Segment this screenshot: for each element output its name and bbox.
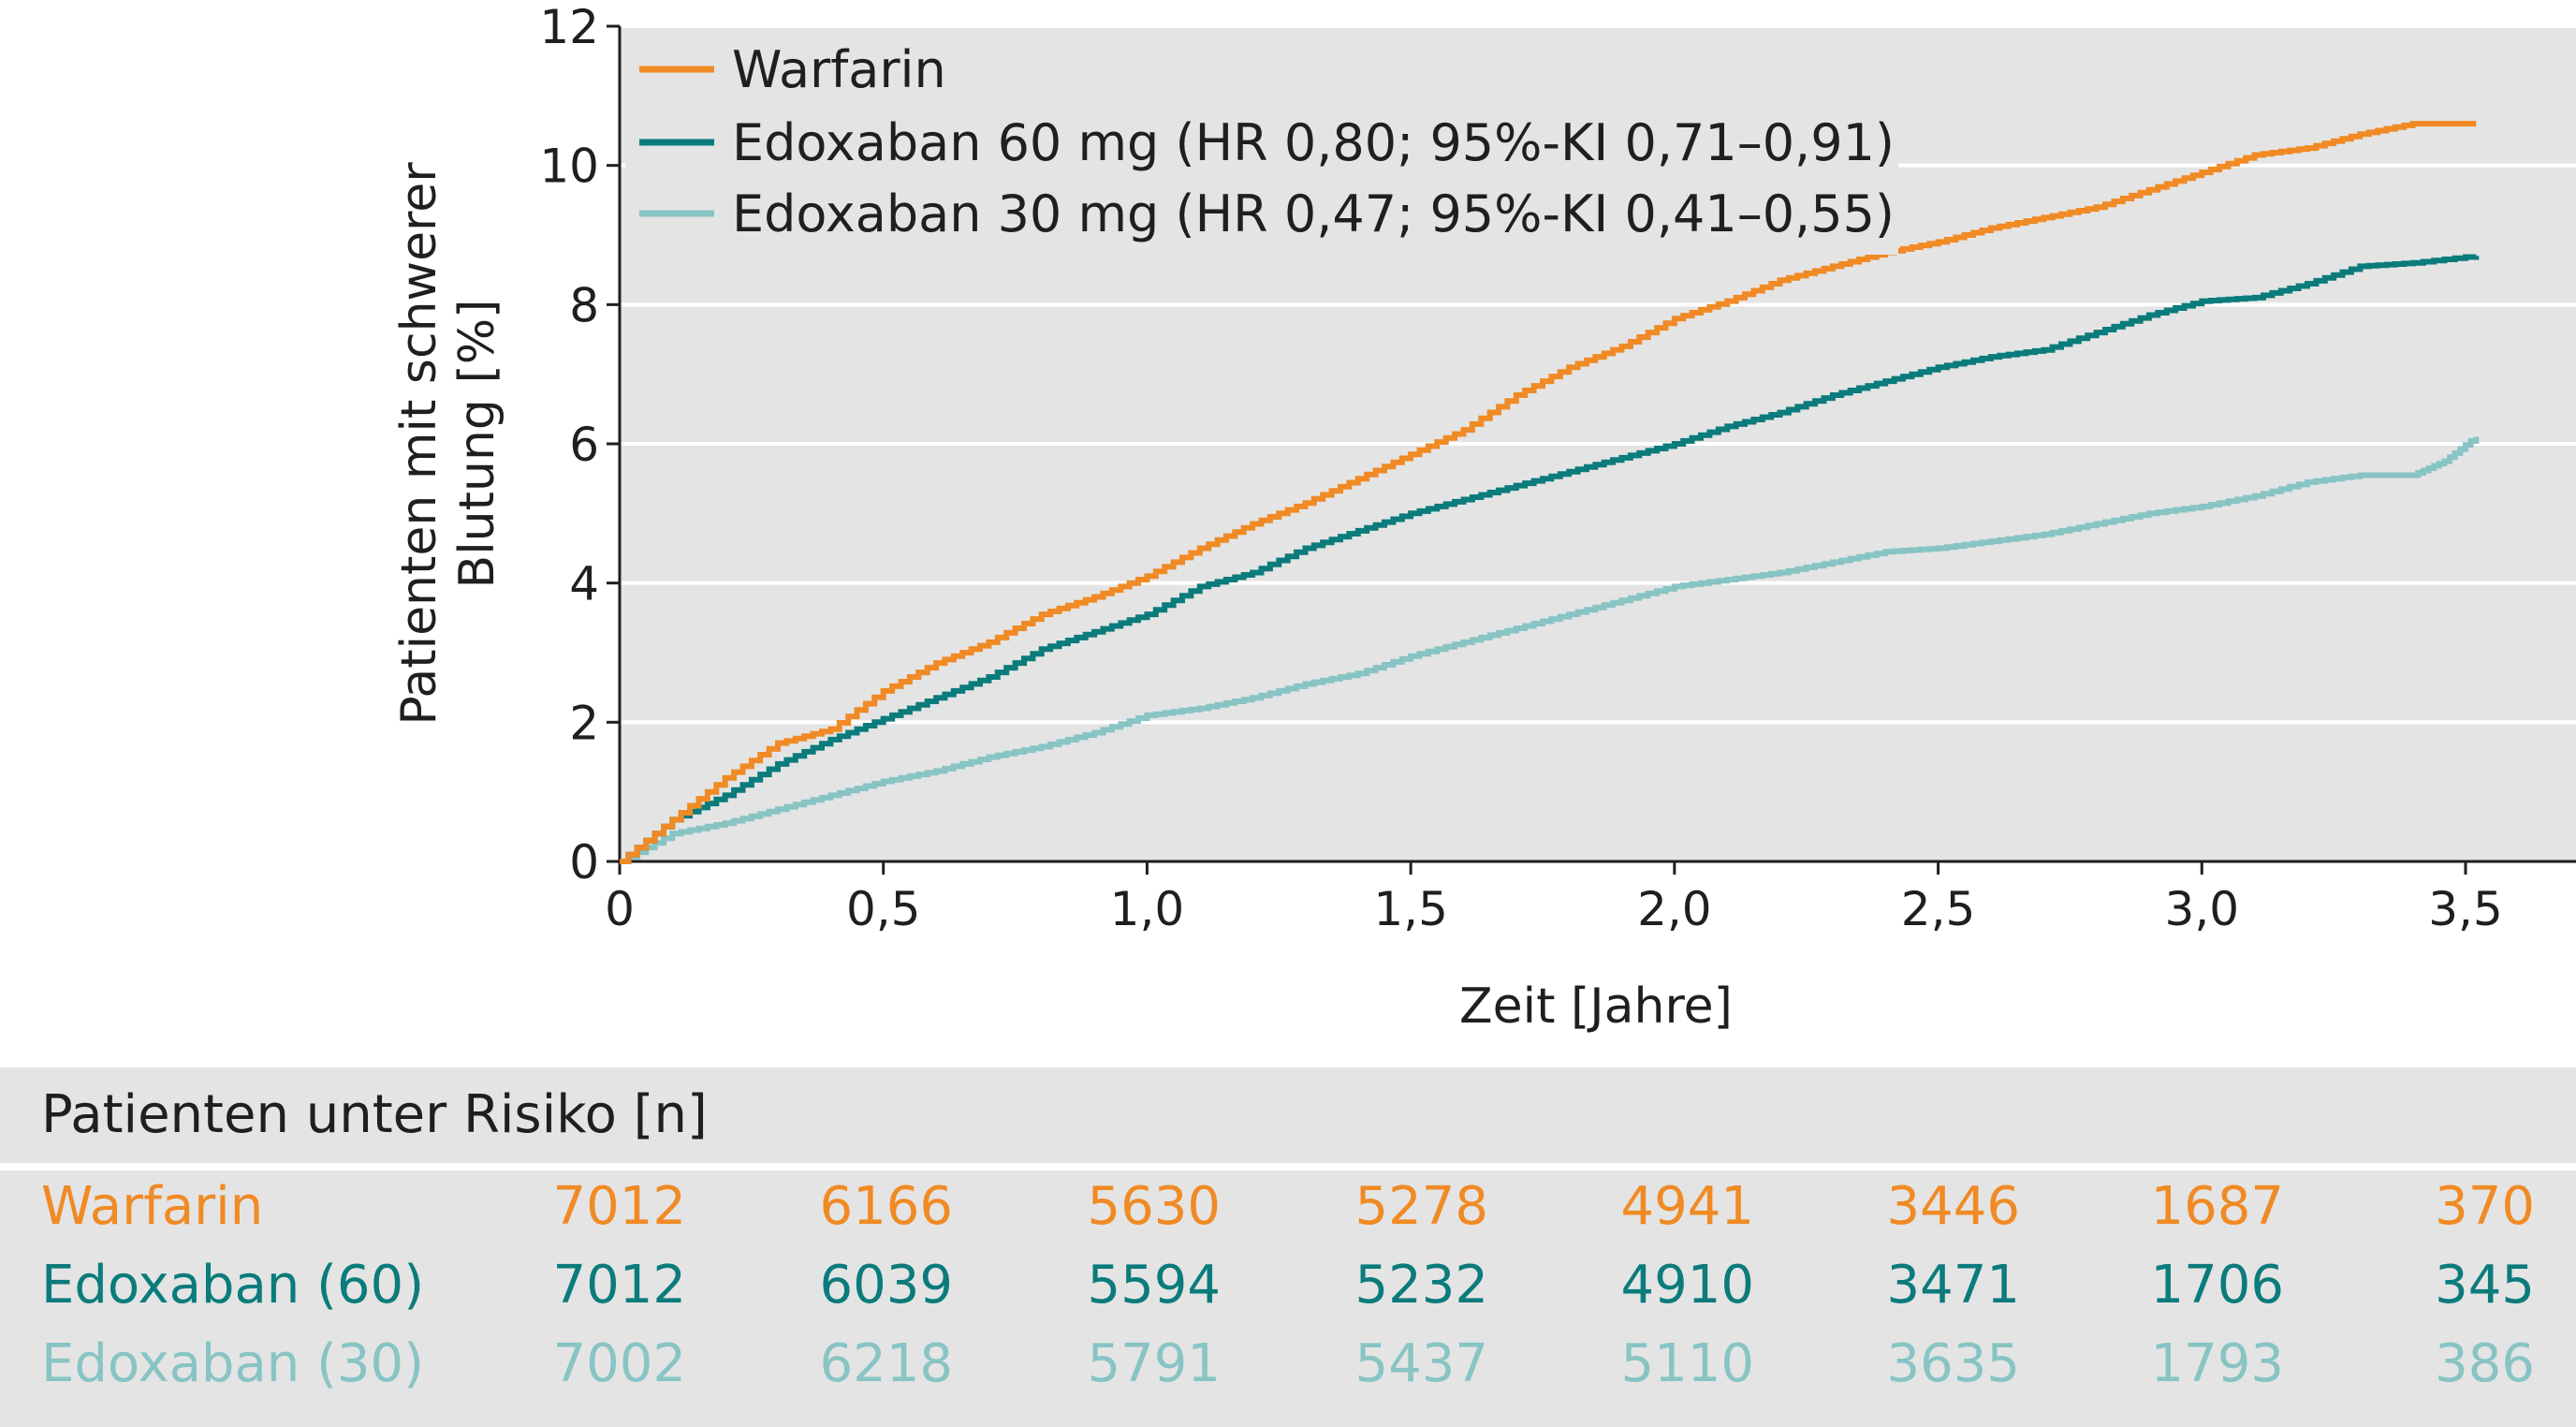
risk-cell-edoxaban-60-2: 5594 [1087,1255,1221,1316]
y-tick-label-2: 4 [569,557,599,611]
risk-cell-warfarin-7: 370 [2435,1176,2535,1237]
risk-row-label-edoxaban-30: Edoxaban (30) [41,1333,425,1394]
legend-background [625,30,1898,255]
legend-label-edoxaban-60: Edoxaban 60 mg (HR 0,80; 95%-KI 0,71–0,9… [732,113,1895,172]
risk-cell-edoxaban-30-7: 386 [2435,1333,2535,1394]
y-tick-label-0: 0 [569,835,599,890]
legend-label-edoxaban-30: Edoxaban 30 mg (HR 0,47; 95%-KI 0,41–0,5… [732,184,1895,243]
risk-cell-edoxaban-30-3: 5437 [1354,1333,1488,1394]
legend: Warfarin Edoxaban 60 mg (HR 0,80; 95%-KI… [625,30,1898,255]
risk-cell-edoxaban-60-6: 1706 [2150,1255,2284,1316]
kaplan-meier-chart: 0 2 4 6 8 10 12 0 0,5 1,0 1,5 2,0 2,5 3,0 3,5 Zeit [J… [391,0,2576,1035]
risk-table: Patienten unter Risiko [n] Warfarin 7012 6… [0,1067,2576,1427]
risk-cell-edoxaban-60-0: 7012 [552,1255,686,1316]
x-axis-title: Zeit [Jahre] [1459,978,1733,1035]
x-tick-label-3: 1,5 [1373,882,1448,936]
x-tick-label-4: 2,0 [1637,882,1712,936]
y-tick-labels: 0 2 4 6 8 10 12 [539,0,620,890]
risk-cell-edoxaban-30-1: 6218 [819,1333,953,1394]
x-tick-label-7: 3,5 [2428,882,2503,936]
gridlines [620,24,2576,725]
risk-cell-edoxaban-60-4: 4910 [1620,1255,1754,1316]
legend-label-warfarin: Warfarin [732,40,946,99]
risk-cell-edoxaban-60-1: 6039 [819,1255,953,1316]
x-tick-label-1: 0,5 [846,882,921,936]
risk-row-label-edoxaban-60: Edoxaban (60) [41,1255,425,1316]
risk-cell-warfarin-2: 5630 [1087,1176,1221,1237]
risk-cell-edoxaban-60-3: 5232 [1354,1255,1488,1316]
series-edoxaban-30 [620,436,2480,864]
risk-cell-warfarin-1: 6166 [819,1176,953,1237]
risk-cell-edoxaban-30-0: 7002 [552,1333,686,1394]
x-tick-label-5: 2,5 [1901,882,1976,936]
y-tick-label-5: 10 [539,140,599,194]
risk-table-title: Patienten unter Risiko [n] [41,1084,708,1145]
series-edoxaban-60 [620,254,2480,864]
y-tick-label-4: 8 [569,278,599,332]
y-axis-title: Patienten mit schwerer Blutung [%] [391,162,505,726]
y-tick-label-1: 2 [569,696,599,750]
risk-cell-edoxaban-60-5: 3471 [1886,1255,2020,1316]
risk-cell-warfarin-3: 5278 [1354,1176,1488,1237]
risk-cell-edoxaban-60-7: 345 [2435,1255,2535,1316]
series-warfarin [620,121,2477,864]
x-tick-label-0: 0 [605,882,635,936]
risk-table-divider [0,1163,2576,1170]
risk-cell-warfarin-5: 3446 [1886,1176,2020,1237]
risk-cell-warfarin-0: 7012 [552,1176,686,1237]
risk-cell-warfarin-6: 1687 [2150,1176,2284,1237]
risk-cell-edoxaban-30-4: 5110 [1620,1333,1754,1394]
risk-cell-warfarin-4: 4941 [1620,1176,1754,1237]
y-axis-title-line-2: Blutung [%] [449,300,505,589]
x-tick-labels: 0 0,5 1,0 1,5 2,0 2,5 3,0 3,5 [605,861,2503,936]
risk-row-label-warfarin: Warfarin [41,1176,264,1237]
y-tick-label-3: 6 [569,418,599,472]
x-tick-label-6: 3,0 [2165,882,2240,936]
series-lines [620,121,2480,864]
y-axis-title-line-1: Patienten mit schwerer [391,162,447,726]
y-tick-label-6: 12 [539,0,599,54]
risk-cell-edoxaban-30-6: 1793 [2150,1333,2284,1394]
risk-cell-edoxaban-30-2: 5791 [1087,1333,1221,1394]
risk-cell-edoxaban-30-5: 3635 [1886,1333,2020,1394]
x-tick-label-2: 1,0 [1110,882,1185,936]
